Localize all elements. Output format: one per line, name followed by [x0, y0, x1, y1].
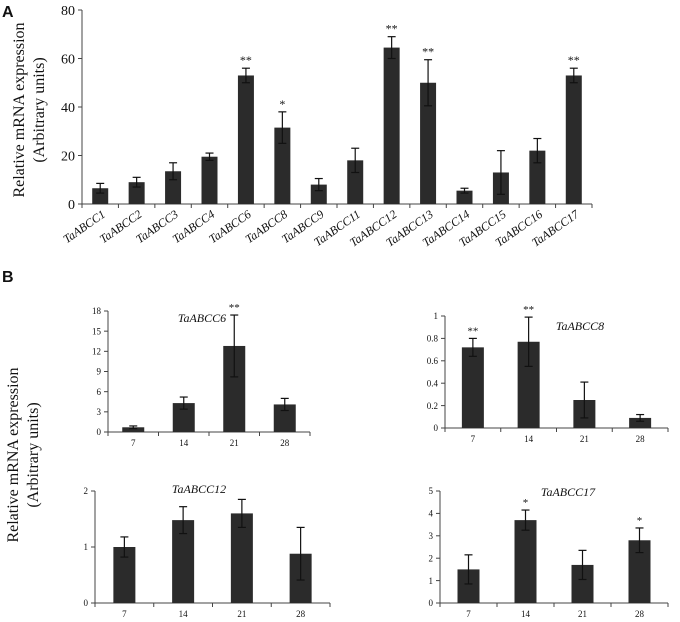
- y-tick-label: 20: [61, 149, 75, 164]
- category-label: 28: [636, 434, 646, 444]
- category-label: 7: [122, 609, 127, 619]
- y-tick-label: 0: [97, 427, 102, 437]
- bar: [517, 341, 540, 428]
- y-tick-label: 1: [84, 542, 89, 552]
- bar: [122, 427, 145, 432]
- y-tick-label: 6: [97, 387, 102, 397]
- y-tick-label: 40: [61, 101, 75, 116]
- bar: [383, 47, 400, 205]
- category-label: 21: [578, 609, 587, 619]
- bar: [92, 188, 109, 204]
- chart-title: TaABCC6: [178, 311, 226, 325]
- significance-marker: **: [240, 53, 252, 67]
- y-tick-label: 0: [84, 598, 89, 608]
- y-tick-label: 0.6: [427, 356, 439, 366]
- bar: [571, 564, 594, 603]
- y-tick-label: 1: [434, 311, 439, 321]
- bar: [273, 404, 296, 432]
- category-label: 21: [237, 609, 246, 619]
- y-tick-label: 0: [429, 598, 434, 608]
- chart-b-taabcc8: 0 0.2 0.4 0.6 0.8 1 ** 7 ** 14 21 28 TaABCC8: [427, 304, 669, 444]
- bar: [628, 540, 651, 603]
- bar: [456, 190, 473, 204]
- y-tick-label: 80: [61, 4, 75, 19]
- bar: [230, 513, 253, 603]
- y-tick-label: 0.2: [427, 401, 438, 411]
- y-tick-label: 1: [429, 576, 434, 586]
- ylabel-b-line2: (Arbitrary units): [25, 402, 42, 507]
- y-tick-label: 5: [429, 486, 434, 496]
- chart-b-taabcc12: 0 1 2 7 14 21 28 TaABCC12: [84, 482, 331, 619]
- category-label: 21: [580, 434, 589, 444]
- bar: [172, 403, 195, 432]
- y-tick-label: 2: [84, 486, 89, 496]
- significance-marker: *: [637, 515, 643, 527]
- y-tick-label: 12: [92, 346, 101, 356]
- category-label: 14: [524, 434, 534, 444]
- y-tick-label: 18: [92, 306, 102, 316]
- bar: [565, 75, 582, 204]
- significance-marker: **: [422, 45, 434, 59]
- chart-title: TaABCC8: [556, 319, 604, 333]
- panel-b-label: B: [2, 269, 14, 286]
- bar: [629, 417, 652, 428]
- category-label: 14: [521, 609, 531, 619]
- category-label: 7: [466, 609, 471, 619]
- category-label: 28: [296, 609, 306, 619]
- y-tick-label: 60: [61, 52, 75, 67]
- category-label: 7: [471, 434, 476, 444]
- y-tick-label: 3: [429, 531, 434, 541]
- category-label: 7: [131, 438, 136, 448]
- bar: [529, 150, 546, 204]
- chart-b-taabcc6: 0 3 6 9 12 15 18 7 14 ** 21 28 TaABCC6: [92, 302, 311, 448]
- bar: [457, 569, 480, 603]
- bar: [237, 75, 254, 204]
- chart-title: TaABCC17: [541, 485, 596, 499]
- y-tick-label: 3: [97, 407, 102, 417]
- bar: [172, 520, 195, 603]
- chart-title: TaABCC12: [172, 482, 226, 496]
- bar: [274, 127, 291, 204]
- y-tick-label: 15: [92, 326, 102, 336]
- y-tick-label: 0.8: [427, 334, 439, 344]
- y-tick-label: 0: [68, 198, 75, 213]
- significance-marker: **: [523, 304, 534, 316]
- y-tick-label: 9: [97, 367, 102, 377]
- chart-a: 020406080TaABCC1TaABCC2TaABCC3TaABCC4**T…: [60, 4, 593, 250]
- category-label: 28: [635, 609, 645, 619]
- category-label: 28: [280, 438, 290, 448]
- ylabel-a-line1: Relative mRNA expression: [11, 22, 28, 197]
- ylabel-a-line2: (Arbitrary units): [31, 57, 48, 162]
- y-tick-label: 0: [434, 423, 439, 433]
- bar: [113, 547, 136, 603]
- significance-marker: *: [523, 497, 529, 509]
- bar: [420, 82, 437, 204]
- bar: [310, 184, 327, 204]
- category-label: 14: [179, 609, 189, 619]
- ylabel-b-line1: Relative mRNA expression: [5, 367, 22, 542]
- bar: [461, 347, 484, 428]
- category-label: 21: [230, 438, 239, 448]
- bar: [514, 520, 537, 603]
- significance-marker: **: [467, 325, 478, 337]
- significance-marker: **: [568, 53, 580, 67]
- bar: [223, 345, 246, 432]
- significance-marker: **: [386, 22, 398, 36]
- significance-marker: **: [229, 302, 240, 314]
- y-tick-label: 2: [429, 553, 434, 563]
- significance-marker: *: [279, 97, 285, 111]
- bar: [347, 160, 364, 204]
- chart-b-taabcc17: 0 1 2 3 4 5 7 * 14 21 * 28 TaABCC17: [429, 485, 669, 619]
- panel-a-label: A: [2, 4, 14, 21]
- category-label: 14: [179, 438, 189, 448]
- bar: [201, 156, 218, 204]
- y-tick-label: 0.4: [427, 378, 439, 388]
- y-tick-label: 4: [429, 509, 434, 519]
- bar: [128, 182, 145, 204]
